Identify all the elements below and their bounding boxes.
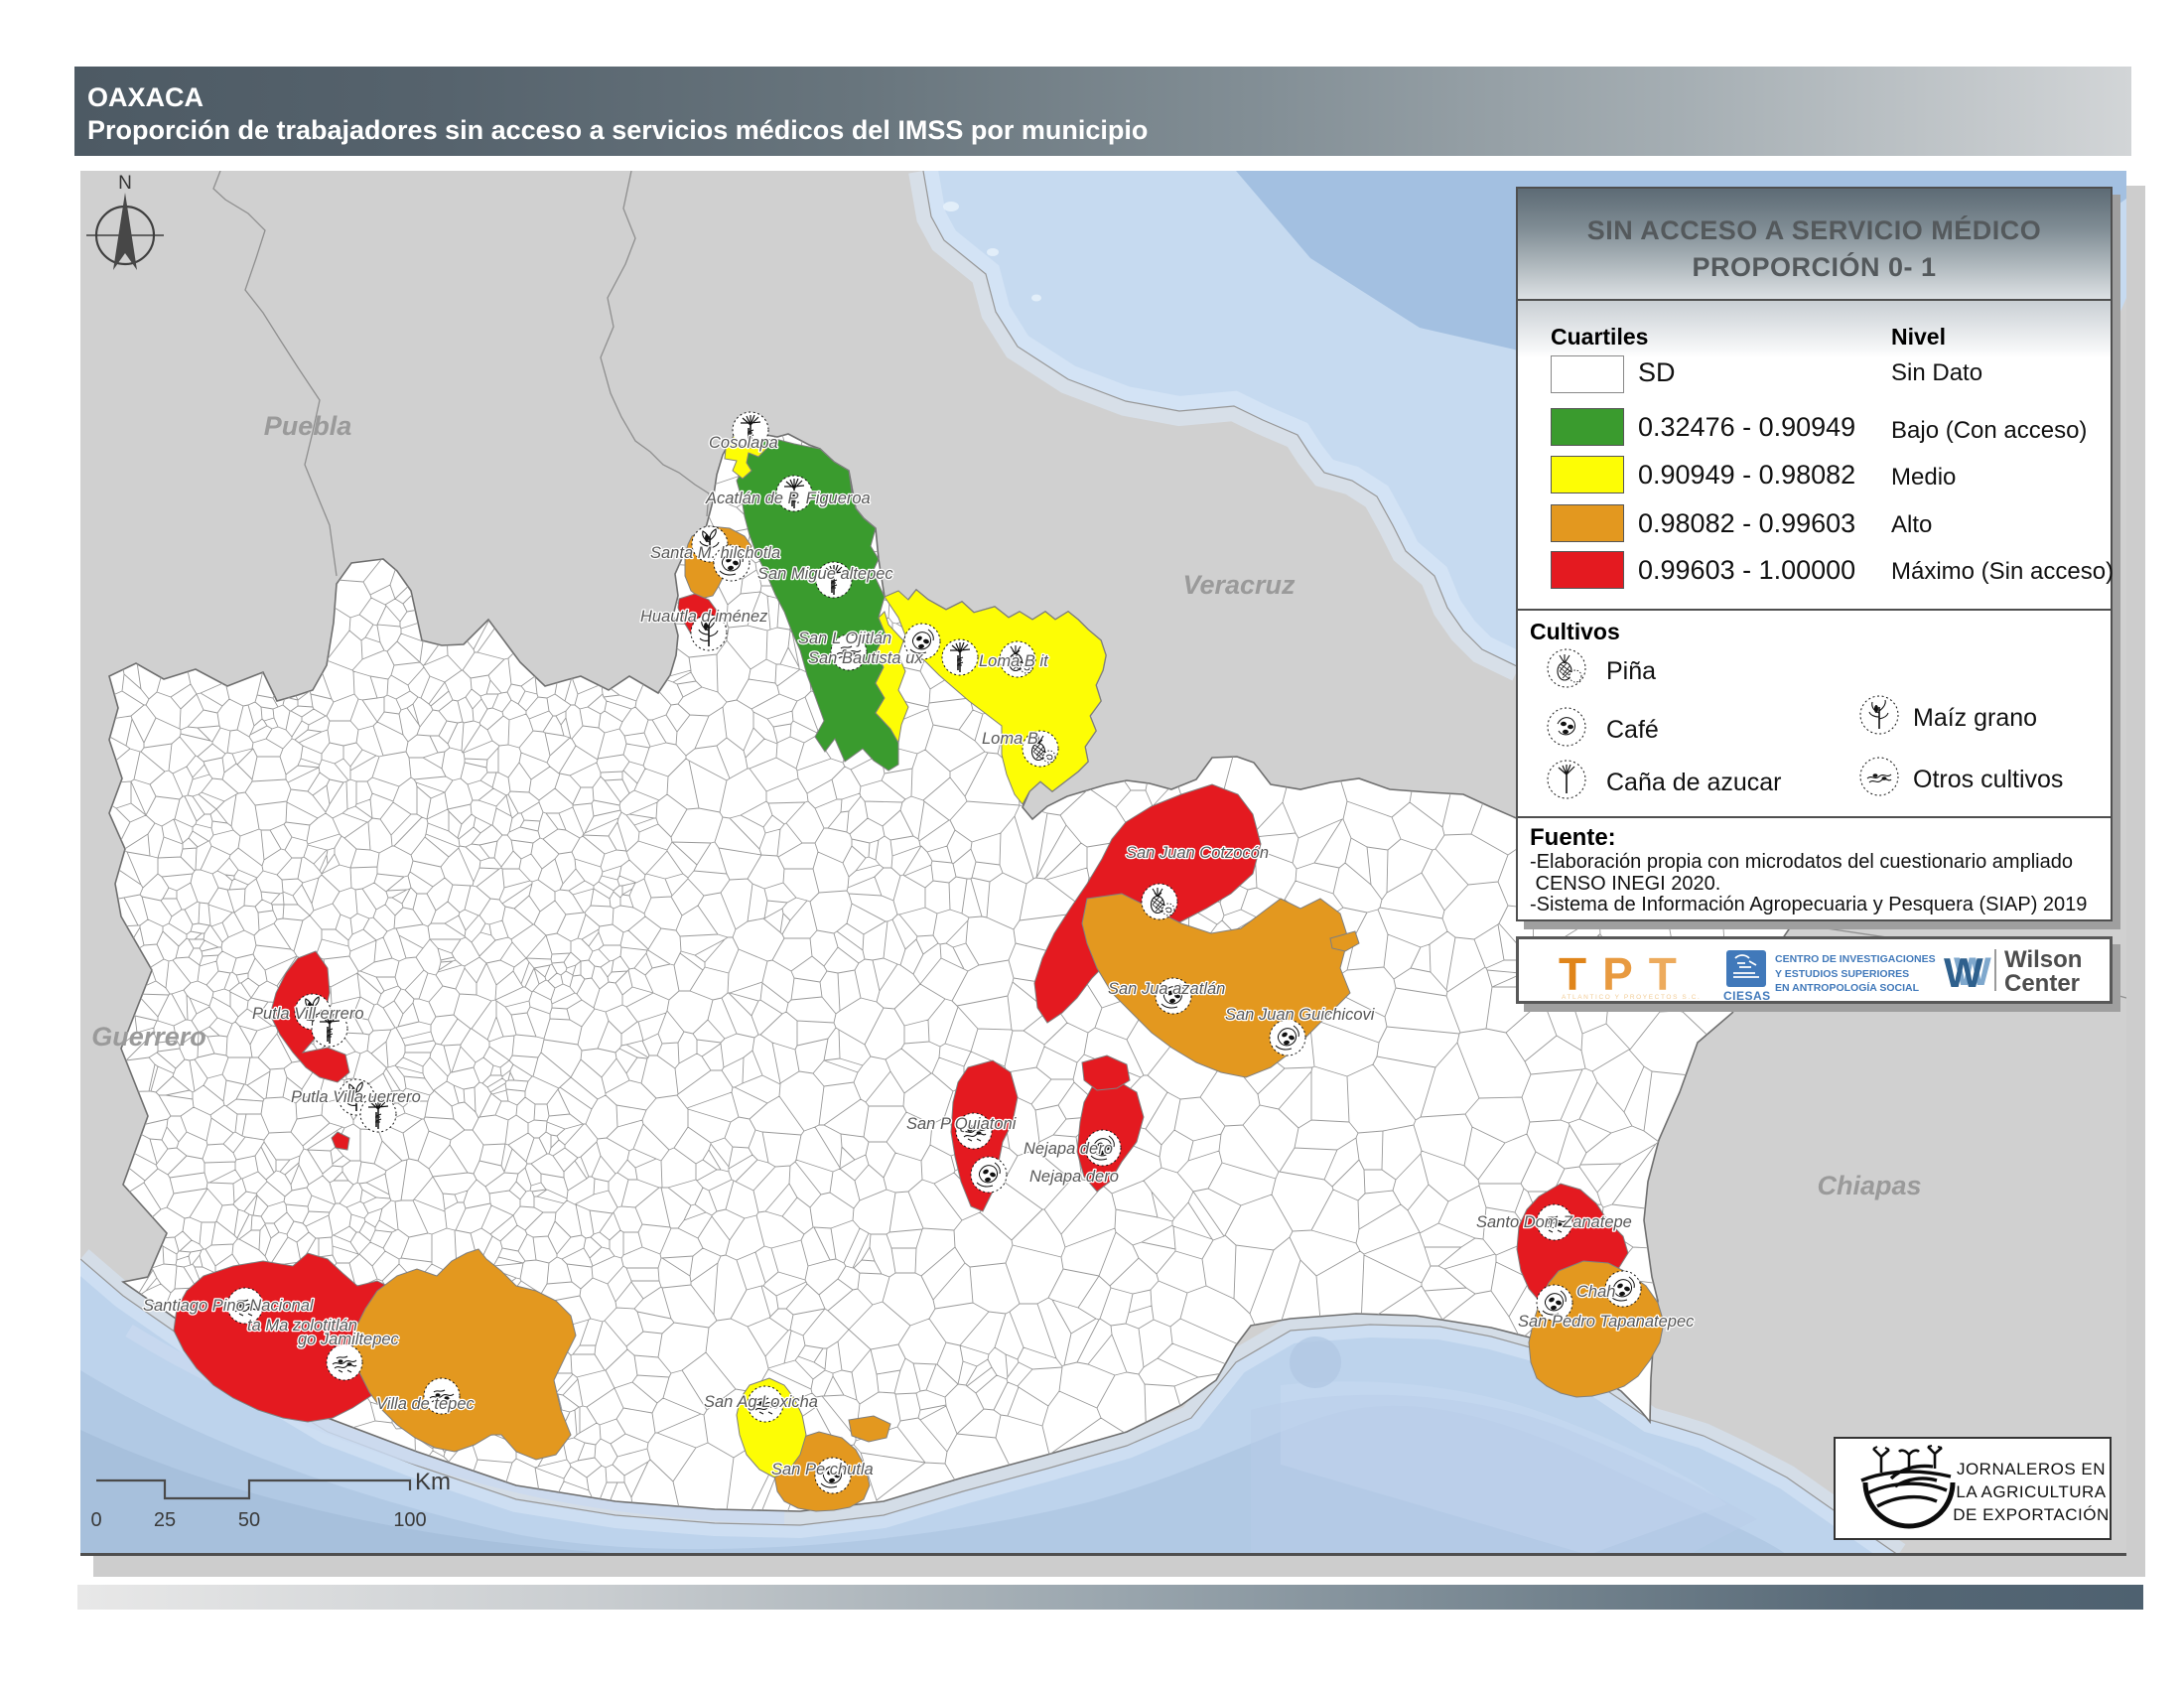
svg-text:Km: Km (415, 1469, 451, 1495)
svg-text:San Juan Cotzocón: San Juan Cotzocón (1126, 844, 1269, 862)
svg-text:Santa M. hilchotla: Santa M. hilchotla (650, 544, 780, 562)
svg-text:Santiago Pino Nacional: Santiago Pino Nacional (143, 1297, 315, 1315)
svg-text:Nejapa dero: Nejapa dero (1029, 1168, 1119, 1186)
svg-text:San Jua azatlán: San Jua azatlán (1108, 980, 1225, 998)
svg-text:0: 0 (90, 1509, 101, 1531)
svg-text:San Pe chutla: San Pe chutla (771, 1461, 874, 1478)
svg-text:Loma B it: Loma B it (979, 652, 1049, 670)
svg-text:Santo Dom Zanatepe: Santo Dom Zanatepe (1476, 1213, 1632, 1231)
svg-text:San P Quiatoni: San P Quiatoni (906, 1115, 1018, 1133)
svg-text:Puebla: Puebla (264, 411, 352, 441)
svg-text:Putla Vill errero: Putla Vill errero (252, 1005, 364, 1023)
svg-text:Putla Villa uerrero: Putla Villa uerrero (291, 1088, 421, 1106)
svg-text:JORNALEROS EN: JORNALEROS EN (1957, 1460, 2106, 1478)
svg-text:go Jamiltepec: go Jamiltepec (298, 1331, 400, 1348)
svg-text:ta Ma zolotitlán: ta Ma zolotitlán (247, 1317, 357, 1335)
svg-text:25: 25 (154, 1509, 176, 1531)
svg-text:San Ag Loxicha: San Ag Loxicha (704, 1393, 818, 1411)
svg-text:N: N (118, 173, 132, 194)
svg-text:Guerrero: Guerrero (91, 1022, 206, 1052)
svg-text:Loma B: Loma B (982, 730, 1038, 748)
svg-text:San L Ojitlán: San L Ojitlán (798, 630, 891, 647)
svg-text:Nejapa dero: Nejapa dero (1024, 1140, 1113, 1158)
svg-text:San Juan Guichicovi: San Juan Guichicovi (1225, 1006, 1376, 1024)
svg-text:W: W (1954, 950, 1991, 993)
svg-text:W: W (1944, 949, 1983, 993)
svg-text:San Bautista ux: San Bautista ux (808, 649, 923, 667)
svg-text:Veracruz: Veracruz (1182, 570, 1296, 600)
svg-text:San Pedro Tapanatepec: San Pedro Tapanatepec (1518, 1313, 1695, 1331)
svg-text:LA AGRICULTURA: LA AGRICULTURA (1956, 1482, 2106, 1501)
svg-text:San Migue altepec: San Migue altepec (757, 565, 893, 583)
svg-text:Chah: Chah (1576, 1283, 1615, 1301)
svg-text:Huautla d iménez: Huautla d iménez (640, 608, 768, 626)
svg-text:Acatlán de P. Figueroa: Acatlán de P. Figueroa (705, 490, 871, 507)
svg-text:Chiapas: Chiapas (1817, 1171, 1921, 1200)
svg-text:100: 100 (393, 1509, 426, 1531)
svg-text:Villa de tepec: Villa de tepec (376, 1395, 476, 1413)
svg-text:Cosolapa: Cosolapa (709, 434, 778, 452)
svg-text:50: 50 (238, 1509, 260, 1531)
svg-text:DE EXPORTACIÓN: DE EXPORTACIÓN (1953, 1505, 2110, 1524)
